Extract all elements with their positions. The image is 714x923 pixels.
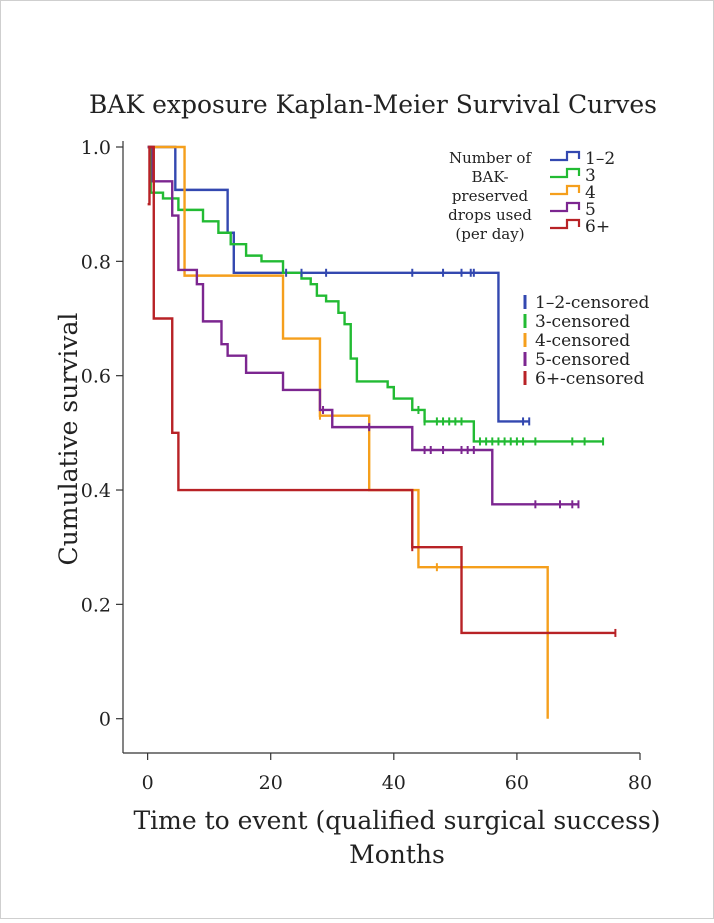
legend-title-line: (per day) [455, 225, 524, 243]
legend-censor-label-4: 4-censored [535, 331, 630, 351]
legend-title-line: Number of [449, 149, 532, 167]
y-axis-label: Cumulative survival [54, 313, 83, 566]
x-tick-label: 0 [142, 772, 154, 794]
legend-swatch-3 [550, 167, 581, 179]
legend-censor-label-5: 5-censored [535, 350, 630, 370]
legend-swatch-6 [550, 218, 581, 230]
legend-label-1-2: 1–2 [585, 149, 615, 169]
legend-label-3: 3 [585, 166, 596, 186]
y-tick-label: 0 [99, 709, 111, 731]
x-axis-label: Time to event (qualified surgical succes… [133, 806, 660, 835]
y-tick-label: 0.6 [81, 366, 111, 388]
legend-censor-label-6: 6+-censored [535, 369, 644, 389]
legend-censor-label-3: 3-censored [535, 312, 630, 332]
censored-marks [285, 268, 617, 637]
legend-censor-label-1-2: 1–2-censored [535, 293, 650, 313]
x-tick-label: 60 [505, 772, 529, 794]
survival-curves [147, 145, 616, 719]
x-tick-label: 40 [382, 772, 406, 794]
legend-label-4: 4 [585, 183, 596, 203]
curve-6 [147, 145, 616, 635]
legend-swatch-1-2 [550, 150, 581, 162]
chart-title: BAK exposure Kaplan-Meier Survival Curve… [89, 90, 657, 119]
y-tick-label: 0.4 [81, 480, 111, 502]
curve-3 [147, 145, 604, 443]
y-ticks: 0 0.2 0.4 0.6 0.8 1.0 [81, 137, 123, 731]
legend-swatch-4 [550, 184, 581, 196]
legend-label-5: 5 [585, 200, 596, 220]
x-ticks: 0 20 40 60 80 [142, 753, 652, 794]
legend-label-6: 6+ [585, 217, 610, 237]
x-tick-label: 80 [628, 772, 652, 794]
legend-title-line: drops used [448, 206, 532, 224]
legend-swatch-5 [550, 201, 581, 213]
legend-title-line: preserved [452, 187, 529, 205]
legend-title-line: BAK- [471, 168, 508, 186]
x-axis-label-units: Months [349, 840, 445, 869]
y-tick-label: 0.8 [81, 251, 111, 273]
legend-censored: 1–2-censored3-censored4-censored5-censor… [523, 293, 650, 389]
x-tick-label: 20 [259, 772, 283, 794]
y-tick-label: 0.2 [81, 594, 111, 616]
y-tick-label: 1.0 [81, 137, 111, 159]
axes [122, 141, 640, 754]
curve-5 [147, 145, 579, 506]
